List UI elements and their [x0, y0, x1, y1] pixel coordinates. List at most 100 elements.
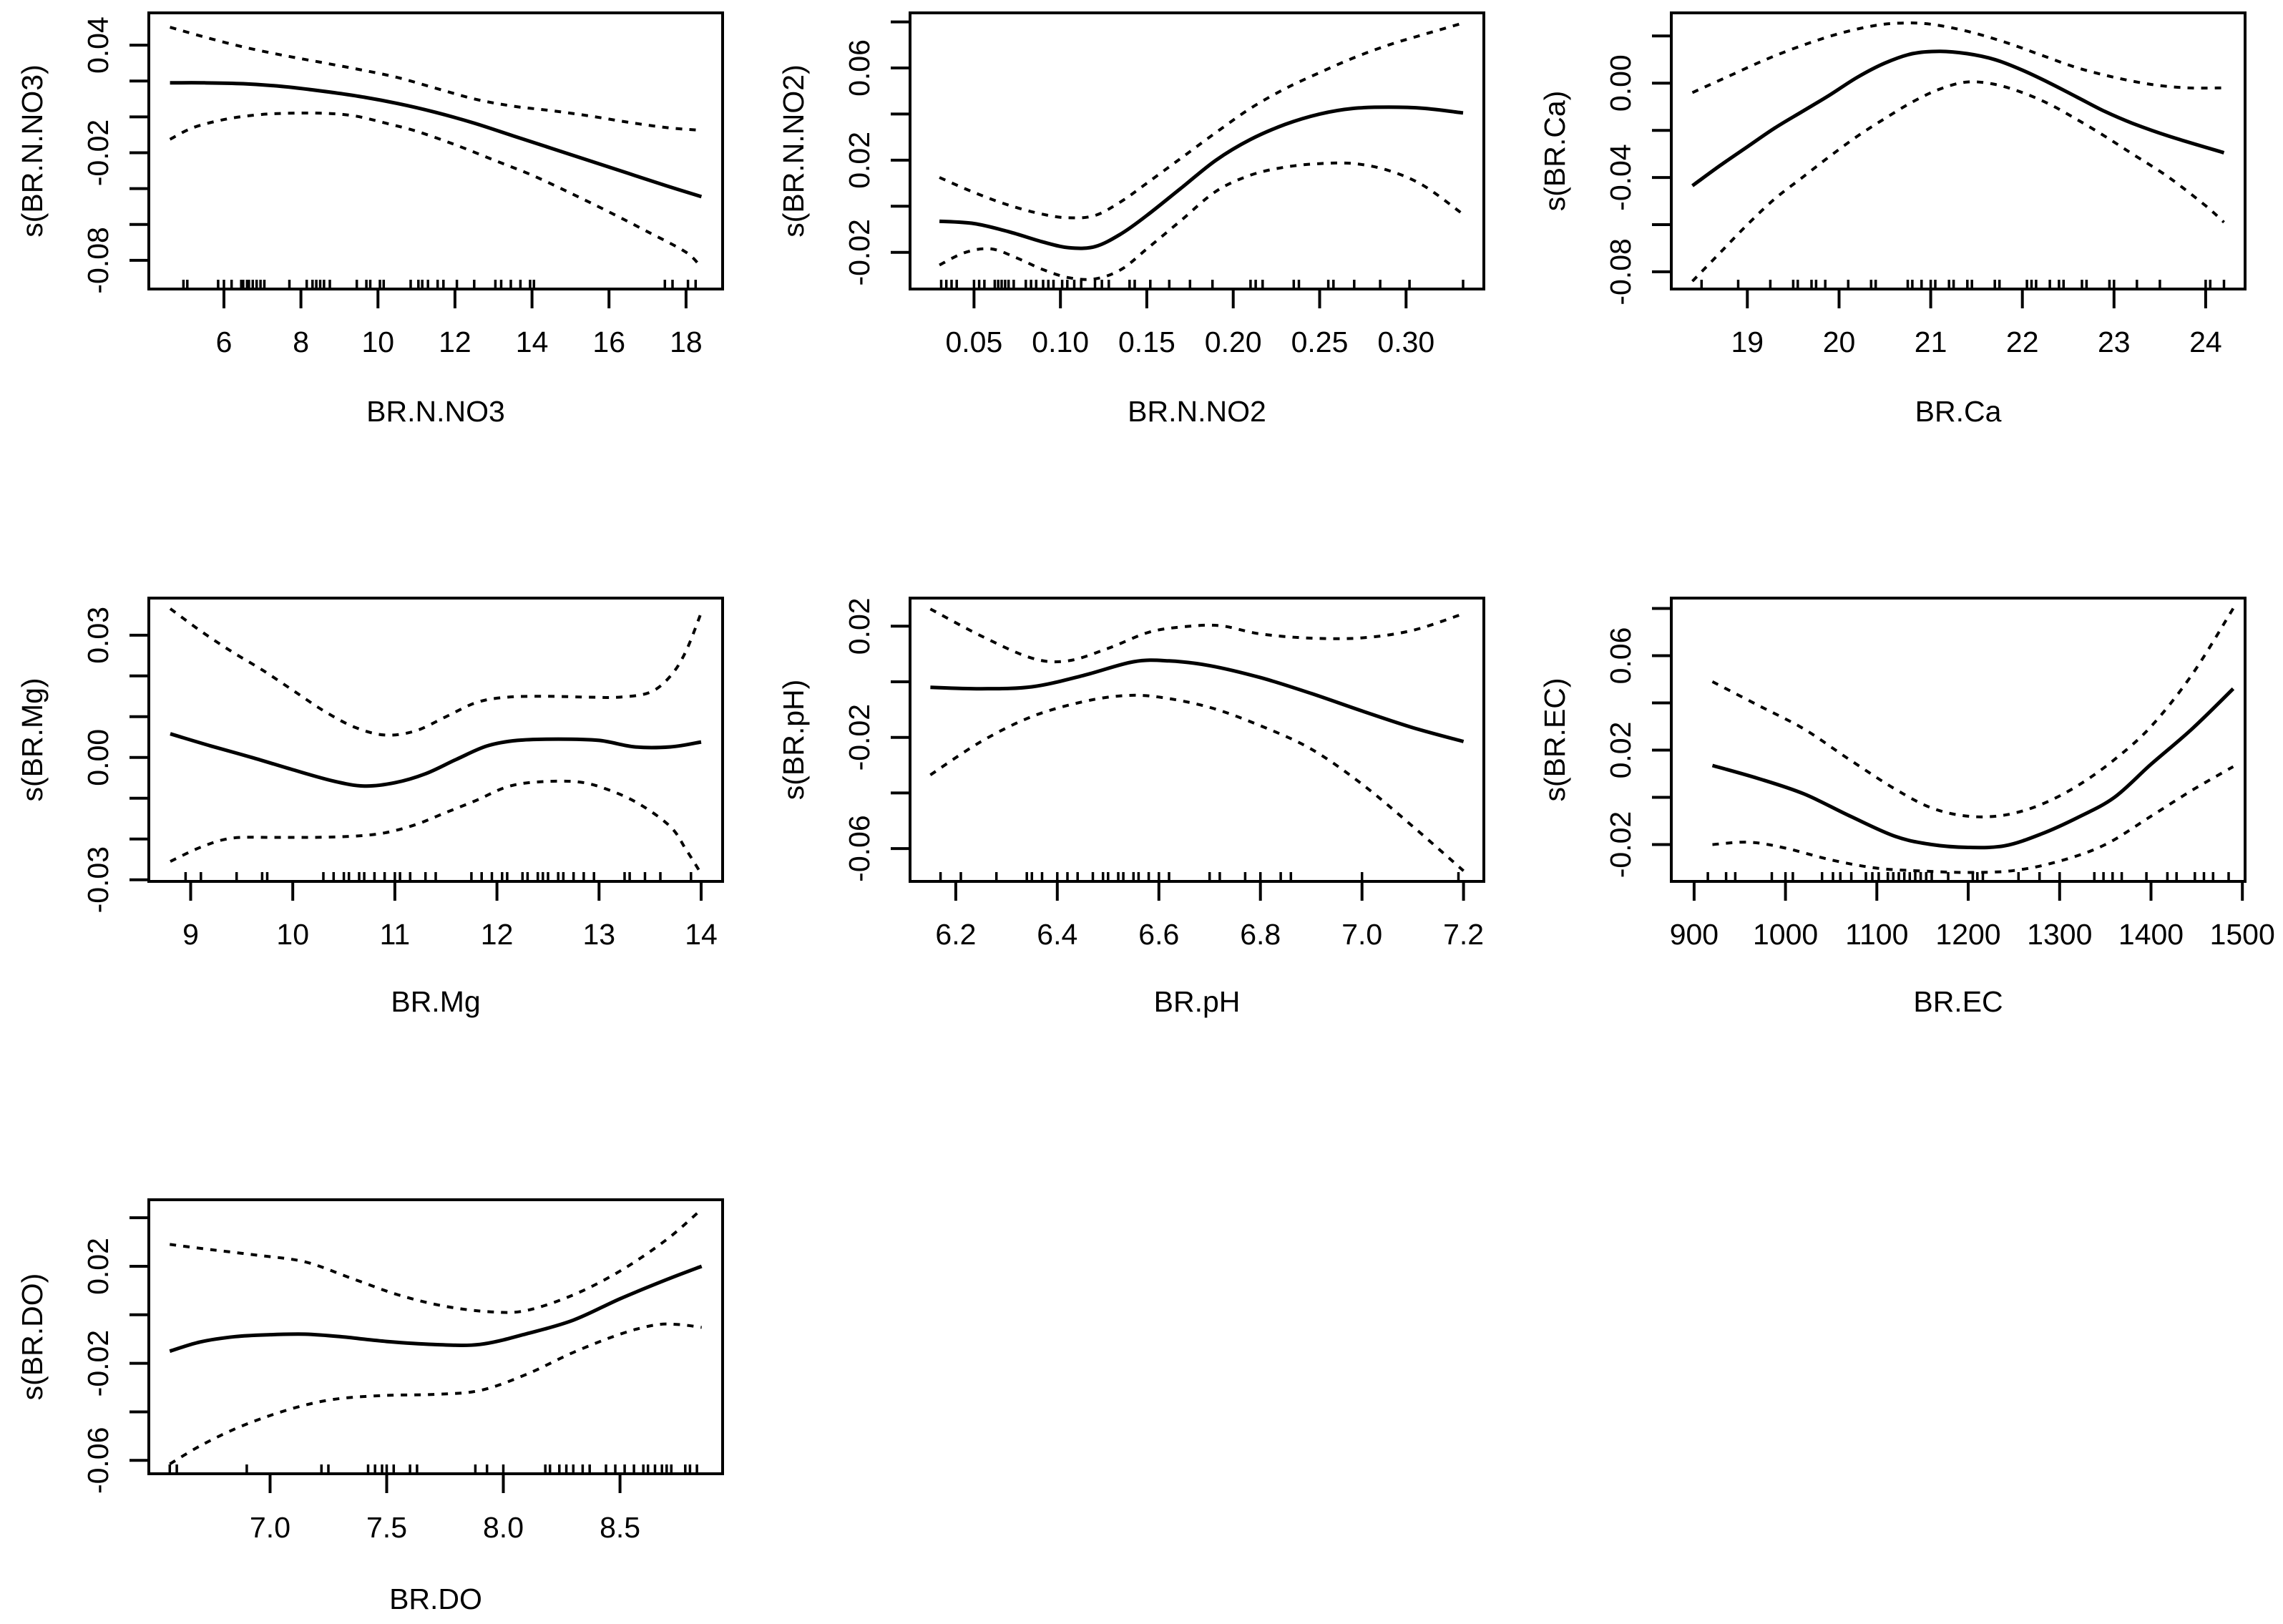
gam-smooth-panel-br-ph: 0.02 -0.02 -0.06 6.2 6.4 6.6 6.8 7.0 7.2 s(BR.pH)…	[777, 597, 1485, 1018]
upper-95ci-line	[929, 607, 1465, 664]
x-tick-label: 14	[516, 326, 549, 358]
x-tick-label: 0.15	[1118, 326, 1175, 358]
x-tick-label: 6.2	[935, 918, 976, 951]
lower-95ci-line	[929, 693, 1465, 872]
y-tick-label: 0.06	[1604, 627, 1637, 685]
x-tick-label: 12	[439, 326, 471, 358]
y-tick-label: -0.02	[1604, 811, 1637, 878]
upper-95ci-line	[170, 1208, 703, 1314]
x-tick-label: 24	[2189, 326, 2222, 358]
x-tick-label: 1400	[2118, 918, 2184, 951]
y-tick-label: 0.02	[843, 132, 876, 189]
x-tick-label: 11	[380, 918, 411, 951]
y-axis-title: s(BR.DO)	[16, 1273, 49, 1401]
x-tick-label: 6.8	[1240, 918, 1281, 951]
y-axis-title: s(BR.N.NO3)	[16, 64, 49, 237]
x-tick-label: 19	[1731, 326, 1764, 358]
x-axis-title: BR.EC	[1913, 985, 2003, 1018]
y-tick-label: -0.06	[843, 815, 876, 881]
lower-95ci-line	[939, 161, 1465, 281]
x-axis-title: BR.N.NO2	[1128, 395, 1266, 428]
upper-95ci-line	[1711, 607, 2235, 818]
x-tick-label: 23	[2098, 326, 2131, 358]
y-tick-label: -0.03	[82, 846, 114, 913]
plot-box	[1670, 597, 2247, 883]
x-tick-label: 900	[1670, 918, 1719, 951]
y-axis-title: s(BR.N.NO2)	[777, 64, 810, 237]
y-tick-label: 0.02	[843, 597, 876, 655]
x-tick-label: 8	[293, 326, 309, 358]
x-tick-label: 16	[592, 326, 625, 358]
x-tick-label: 6.6	[1138, 918, 1179, 951]
upper-95ci-line	[1691, 21, 2224, 94]
fit-line	[939, 105, 1464, 250]
y-tick-label: -0.02	[843, 704, 876, 771]
y-tick-label: -0.02	[82, 119, 114, 186]
y-tick-label: -0.08	[82, 227, 114, 293]
gam-smooth-panel-br-mg: 0.03 0.00 -0.03 9 10 11 12 13 14 s(BR.Mg) BR.Mg	[16, 597, 724, 1018]
x-tick-label: 6.4	[1037, 918, 1077, 951]
lower-95ci-line	[1712, 765, 2234, 874]
y-tick-label: 0.00	[1604, 54, 1637, 112]
y-tick-label: -0.04	[1604, 144, 1637, 210]
rug-marks	[939, 280, 1465, 289]
gam-smooth-panel-br-do: 0.02 -0.02 -0.06 7.0 7.5 8.0 8.5 s(BR.DO) BR.DO	[16, 1198, 724, 1615]
x-tick-label: 0.05	[945, 326, 1002, 358]
x-axis-title: BR.pH	[1154, 985, 1241, 1018]
upper-95ci-line	[169, 607, 703, 737]
rug-marks	[184, 872, 693, 881]
x-tick-label: 1300	[2027, 918, 2092, 951]
x-tick-label: 0.20	[1205, 326, 1262, 358]
x-tick-label: 6	[216, 326, 233, 358]
x-tick-label: 7.0	[250, 1511, 290, 1544]
y-tick-label: -0.02	[82, 1330, 114, 1396]
x-tick-label: 14	[685, 918, 718, 951]
x-tick-label: 9	[182, 918, 199, 951]
x-tick-label: 10	[361, 326, 394, 358]
x-tick-label: 21	[1915, 326, 1947, 358]
x-tick-label: 1000	[1753, 918, 1818, 951]
rug-marks	[182, 280, 698, 289]
x-tick-label: 8.0	[483, 1511, 524, 1544]
y-tick-label: 0.06	[843, 39, 876, 97]
fit-line	[169, 1264, 703, 1354]
y-axis-title: s(BR.Ca)	[1538, 91, 1571, 212]
x-axis-title: BR.Mg	[391, 985, 480, 1018]
gam-smooth-panel-br-ec: 0.06 0.02 -0.02 900 1000 1100 1200 1300 1400 1500…	[1538, 597, 2275, 1018]
lower-95ci-line	[170, 779, 703, 875]
fit-line	[930, 658, 1465, 743]
y-tick-label: -0.06	[82, 1427, 114, 1494]
x-tick-label: 1500	[2210, 918, 2275, 951]
y-tick-label: -0.08	[1604, 238, 1637, 305]
x-tick-label: 0.10	[1032, 326, 1089, 358]
lower-95ci-line	[169, 1322, 702, 1466]
upper-95ci-line	[939, 21, 1464, 220]
x-tick-label: 1100	[1845, 918, 1908, 951]
y-axis-title: s(BR.Mg)	[16, 678, 49, 801]
gam-smooth-panel-br-n-no2: 0.06 0.02 -0.02 0.05 0.10 0.15 0.20 0.25 0.30 s(B…	[777, 11, 1485, 428]
x-tick-label: 1200	[1935, 918, 2000, 951]
x-tick-label: 7.0	[1341, 918, 1382, 951]
rug-marks	[1706, 872, 2230, 881]
y-tick-label: -0.02	[843, 219, 876, 285]
y-tick-label: 0.03	[82, 607, 114, 664]
lower-95ci-line	[169, 111, 703, 269]
y-tick-label: 0.04	[82, 16, 114, 74]
upper-95ci-line	[170, 26, 702, 132]
gam-smooth-panel-br-ca: 0.00 -0.04 -0.08 19 20 21 22 23 24 s(BR.Ca) BR.Ca	[1538, 11, 2247, 428]
x-tick-label: 10	[276, 918, 309, 951]
x-tick-label: 12	[481, 918, 514, 951]
fit-line	[1691, 49, 2225, 187]
plot-box	[1670, 11, 2247, 290]
fit-line	[170, 732, 702, 788]
rug-marks	[168, 1464, 698, 1474]
plot-box	[909, 597, 1485, 883]
gam-smooth-panel-br-n-no3: 0.04 -0.02 -0.08 6 8 10 12 14 16 18 s(BR.N.NO3) BR.…	[16, 11, 724, 428]
plot-box	[909, 11, 1485, 290]
x-tick-label: 7.5	[366, 1511, 407, 1544]
y-axis-title: s(BR.pH)	[777, 680, 810, 801]
plot-box	[147, 1198, 724, 1475]
plot-box	[147, 11, 724, 290]
y-tick-label: 0.02	[82, 1238, 114, 1295]
